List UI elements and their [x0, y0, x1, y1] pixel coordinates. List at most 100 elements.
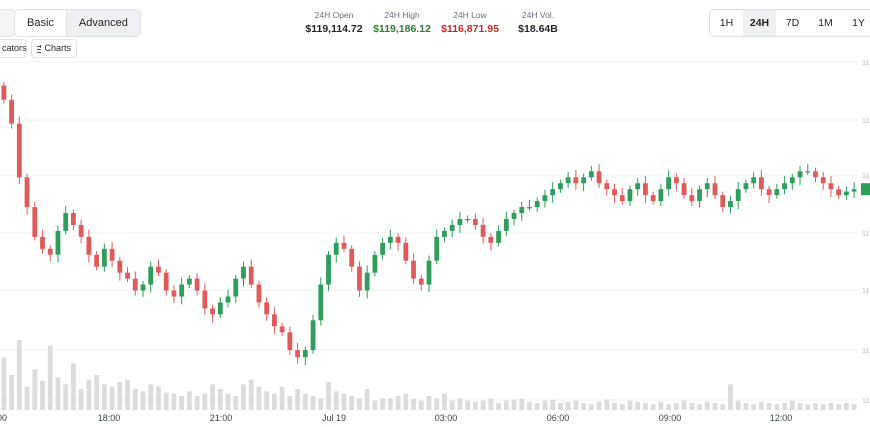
candle — [202, 290, 208, 309]
candle — [766, 189, 772, 196]
candle — [357, 266, 362, 291]
candle — [774, 189, 780, 196]
volume-bar — [117, 382, 123, 410]
candle — [78, 224, 84, 237]
chart-header: Basic Advanced 24H Open $119,114.72 24H … — [0, 0, 870, 70]
candle — [411, 260, 416, 279]
volume-bar — [210, 384, 215, 410]
candle — [782, 183, 787, 190]
candle — [163, 272, 169, 291]
candle — [836, 189, 842, 196]
candle — [140, 284, 146, 291]
candle — [186, 278, 192, 285]
volume-bar — [24, 386, 30, 410]
partial-button[interactable] — [0, 9, 15, 37]
stat-low-label: 24H Low — [453, 10, 487, 20]
y-tick-label: 11 — [862, 288, 869, 295]
y-tick-label: 11 — [862, 173, 869, 180]
candle — [558, 183, 563, 190]
candle — [349, 248, 355, 267]
volume-bar — [820, 404, 826, 410]
volume-bar — [295, 389, 300, 410]
candle — [635, 183, 641, 190]
volume-bar — [627, 400, 633, 410]
candle — [426, 260, 432, 285]
x-tick-label: 09:00 — [659, 413, 682, 423]
charts-button[interactable]: Charts — [31, 39, 77, 58]
volume-bar — [751, 404, 757, 410]
volume-bar — [287, 396, 293, 410]
volume-bar — [720, 404, 726, 410]
volume-bar — [279, 386, 285, 410]
candle — [442, 230, 447, 237]
candle — [318, 284, 324, 321]
x-tick-label: 03:00 — [435, 413, 458, 423]
candle — [418, 278, 424, 285]
candle — [272, 314, 277, 327]
volume-bar — [643, 403, 648, 410]
volume-bar — [357, 398, 362, 410]
candle — [758, 177, 764, 190]
volume-bar — [534, 403, 540, 410]
candle — [24, 177, 30, 208]
candle — [480, 224, 486, 237]
y-tick-label: 11 — [862, 348, 869, 355]
candle — [697, 189, 702, 202]
candle — [604, 183, 610, 190]
volume-bar — [704, 401, 710, 410]
volume-bar — [465, 400, 471, 410]
volume-bar — [789, 400, 795, 410]
stat-low: 24H Low $116,871.95 — [436, 9, 504, 37]
range-1h-button[interactable]: 1H — [719, 17, 734, 29]
candle — [395, 236, 401, 243]
mode-toggle: Basic Advanced — [14, 9, 141, 37]
candle — [387, 236, 393, 243]
volume-bar — [186, 391, 192, 410]
range-7d-button[interactable]: 7D — [785, 17, 800, 29]
range-24h-button[interactable]: 24H — [743, 10, 776, 36]
volume-bar — [40, 380, 45, 410]
volume-bar — [828, 403, 834, 410]
candle — [658, 189, 664, 202]
advanced-mode-button[interactable]: Advanced — [65, 10, 140, 36]
volume-bar — [797, 403, 803, 410]
range-1y-button[interactable]: 1Y — [852, 17, 865, 29]
volume-bar — [511, 399, 517, 410]
candle — [1, 85, 7, 100]
volume-bar — [472, 401, 478, 410]
volume-bar — [63, 384, 69, 410]
stat-volume-value: $18.64B — [518, 23, 558, 35]
volume-bar — [125, 379, 130, 410]
candle — [596, 171, 602, 184]
candle — [217, 302, 223, 315]
volume-bar — [635, 401, 641, 410]
candle — [132, 278, 138, 291]
candle — [125, 272, 130, 279]
volume-bar — [612, 403, 617, 410]
indicators-label: cators — [2, 43, 27, 53]
basic-mode-button[interactable]: Basic — [15, 10, 66, 36]
volume-bar — [225, 393, 231, 410]
indicators-button[interactable]: cators — [0, 39, 27, 58]
stat-high-value: $119,186.12 — [373, 23, 431, 35]
candle — [612, 189, 617, 196]
candle — [851, 189, 857, 192]
candle — [171, 290, 177, 297]
candle — [751, 177, 757, 184]
candle — [550, 189, 556, 196]
volume-bar — [101, 384, 107, 410]
candle — [627, 189, 633, 202]
candle — [148, 266, 154, 285]
volume-bar — [272, 393, 277, 410]
range-1m-button[interactable]: 1M — [818, 17, 833, 29]
candle — [503, 219, 509, 231]
volume-bar — [349, 396, 355, 410]
candle — [101, 248, 107, 267]
candle — [828, 183, 834, 190]
volume-bar — [156, 386, 161, 410]
volume-bar — [581, 403, 586, 410]
candle — [457, 219, 463, 225]
candle — [712, 183, 718, 196]
volume-bar — [9, 375, 14, 410]
